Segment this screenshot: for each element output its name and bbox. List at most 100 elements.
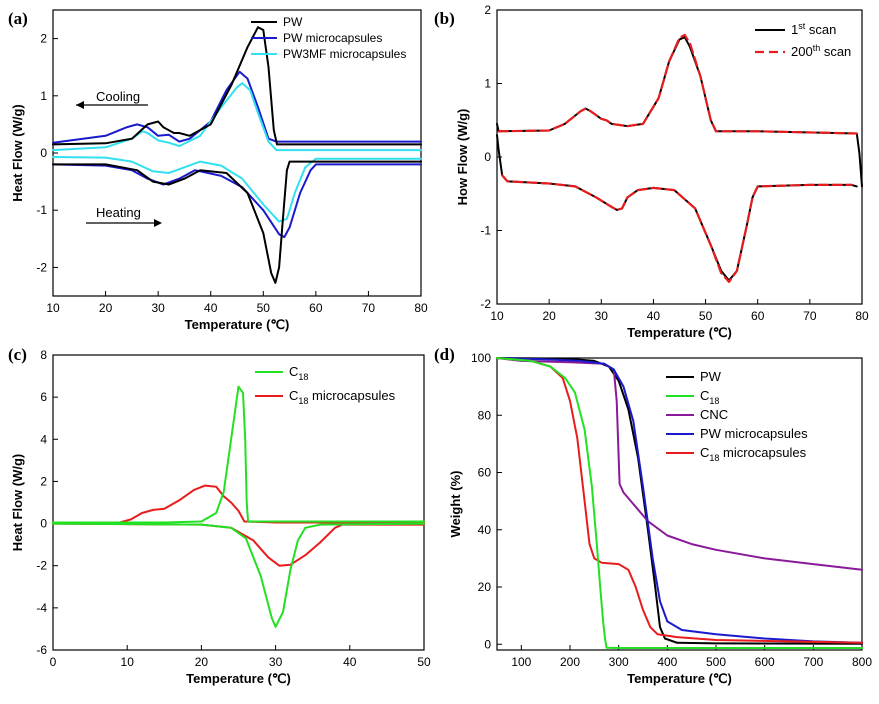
x-tick-label: 400 [657,655,677,669]
x-tick-label: 30 [595,309,609,323]
x-tick-label: 40 [647,309,661,323]
x-tick-label: 800 [852,655,872,669]
x-tick-label: 10 [121,655,135,669]
x-axis-title: Temperature (℃) [627,325,732,340]
plot-frame [52,354,425,651]
x-tick-label: 80 [414,301,428,315]
panel-b: 10 20 30 40 50 60 70 80 -2 -1 0 1 2 Temperature (℃) Ho… [434,3,869,340]
panel-label: (d) [434,345,455,364]
x-tick-label: 20 [99,301,113,315]
y-tick-label: 1 [484,77,491,91]
x-tick-label: 10 [46,301,60,315]
legend-label: C18 microcapsules [700,445,807,463]
y-tick-label: 80 [478,408,492,422]
x-tick-label: 20 [542,309,556,323]
x-tick-label: 50 [699,309,713,323]
series-line-pw [496,357,863,645]
series-line-pw-heating [52,160,422,284]
panel-label: (a) [8,9,28,28]
x-tick-label: 40 [343,655,357,669]
panel-label: (c) [8,345,27,364]
y-tick-label: 40 [478,523,492,537]
plot-frame [496,357,863,651]
x-tick-label: 60 [309,301,323,315]
y-tick-label: 0 [484,637,491,651]
legend-label: C18 [289,364,308,382]
x-tick-label: 20 [195,655,209,669]
legend-label: 1st scan [791,21,836,37]
y-tick-label: 2 [40,474,47,488]
x-tick-label: 50 [257,301,271,315]
series-line-pw-microcapsules [496,357,863,644]
legend-label: C18 [700,388,719,406]
series-line-1st-scan-heating [496,134,858,282]
panel-d: 100 200 300 400 500 600 700 800 0 20 40 60 80 100 Temp… [434,345,872,686]
legend-label: PW [283,15,303,29]
x-tick-label: 700 [803,655,823,669]
x-tick-label: 100 [511,655,531,669]
y-axis-title: Weight (%) [448,471,463,538]
x-axis-title: Temperature (℃) [185,317,290,332]
y-tick-label: 2 [484,3,491,17]
x-axis-title: Temperature (℃) [627,671,732,686]
x-axis-title: Temperature (℃) [186,671,291,686]
y-tick-label: 20 [478,580,492,594]
y-tick-label: 6 [40,390,47,404]
legend-label: PW microcapsules [700,426,808,441]
y-tick-label: 1 [40,89,47,103]
series-line-pw3mf-microcapsules-heating [52,156,422,223]
series-line-1st-scan-cooling [496,36,863,188]
x-tick-label: 200 [560,655,580,669]
x-tick-label: 70 [803,309,817,323]
y-tick-label: -1 [36,203,47,217]
series-line-pw3mf-microcapsules-cooling [52,82,422,152]
legend-label: PW [700,369,722,384]
cooling-label: Cooling [96,89,140,104]
y-tick-label: -2 [480,297,491,311]
series-line-c18-cooling [52,385,425,524]
legend-label: CNC [700,407,728,422]
series-line-pw-microcapsules-cooling [52,70,422,144]
y-axis-title: How Flow (W/g) [455,109,470,206]
x-tick-label: 500 [706,655,726,669]
y-tick-label: 0 [40,517,47,531]
series-line-c18-heating [52,522,425,628]
cooling-arrowhead [76,101,84,109]
x-tick-label: 300 [609,655,629,669]
x-tick-label: 60 [751,309,765,323]
y-tick-label: -2 [36,260,47,274]
series-line-pw-cooling [52,26,422,146]
x-tick-label: 0 [50,655,57,669]
series-line-c18 [496,357,863,649]
panel-c: 0 10 20 30 40 50 -6 -4 -2 0 2 4 6 8 Temperature (℃) Hea… [8,345,431,686]
legend: PW PW microcapsules PW3MF microcapsules [251,15,406,61]
series-line-c18-microcapsules-heating [52,522,425,567]
legend-label: PW3MF microcapsules [283,47,406,61]
panel-a: 10 20 30 40 50 60 70 80 -2 -1 0 1 2 Temperature (℃) He… [8,9,428,332]
x-tick-label: 40 [204,301,218,315]
series-line-cnc [496,357,863,571]
panel-label: (b) [434,9,455,28]
x-tick-label: 30 [151,301,165,315]
x-tick-label: 30 [269,655,283,669]
legend-label: PW microcapsules [283,31,382,45]
x-tick-label: 70 [362,301,376,315]
series-line-c18-microcapsules-cooling [52,484,425,524]
y-tick-label: -2 [36,559,47,573]
series-line-200th-scan-heating [501,174,853,283]
x-tick-label: 10 [490,309,504,323]
legend-label: 200th scan [791,43,851,59]
y-tick-label: -6 [36,643,47,657]
y-tick-label: -1 [480,224,491,238]
heating-arrowhead [154,219,162,227]
y-tick-label: 100 [471,351,491,365]
annotations: Cooling Heating [76,89,162,227]
legend: 1st scan 200th scan [755,21,851,59]
legend-label: C18 microcapsules [289,388,396,406]
y-tick-label: 0 [484,150,491,164]
heating-label: Heating [96,205,141,220]
series-line-200th-scan-cooling [497,33,858,135]
y-tick-label: 8 [40,348,47,362]
